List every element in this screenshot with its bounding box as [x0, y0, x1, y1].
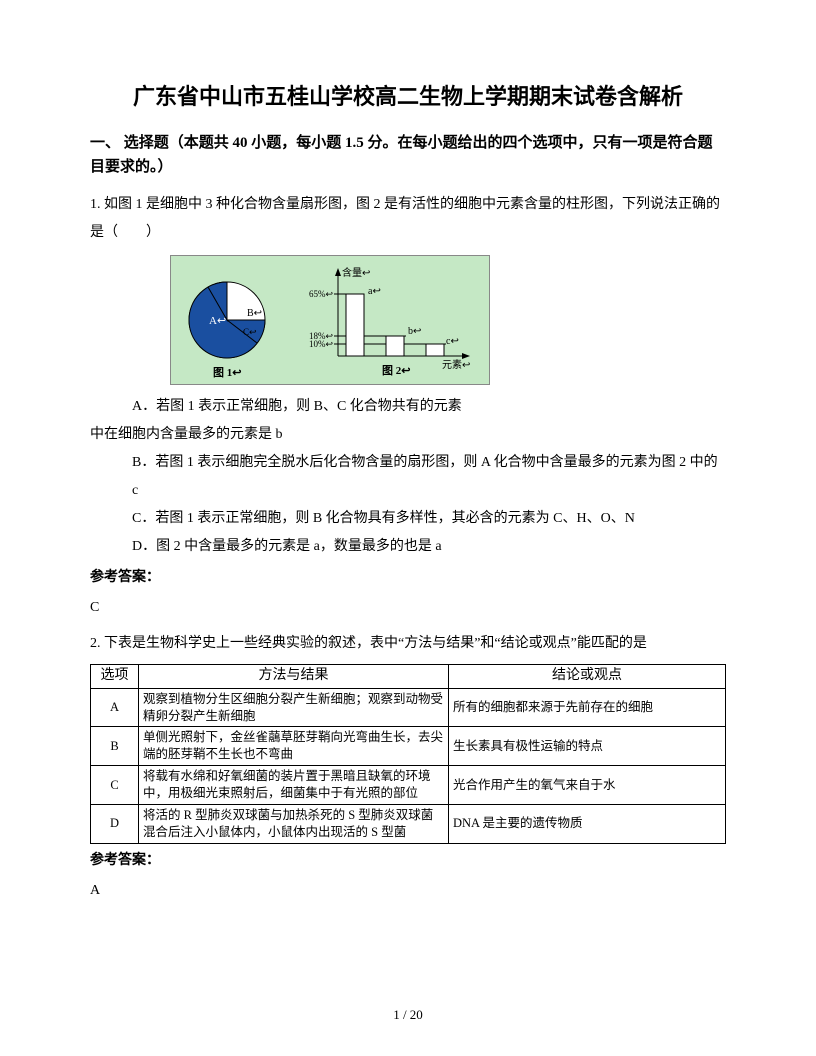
- cell-conclusion: 生长素具有极性运输的特点: [449, 727, 726, 766]
- pie-label-c: C↩: [243, 327, 257, 337]
- svg-text:a↩: a↩: [368, 286, 381, 297]
- cell-opt: C: [91, 766, 139, 805]
- q1-option-a-cont: 中在细胞内含量最多的元素是 b: [90, 421, 726, 449]
- q1-answer: C: [90, 597, 726, 619]
- cell-opt: B: [91, 727, 139, 766]
- pie-caption: 图 1↩: [213, 366, 241, 379]
- cell-method: 单侧光照射下，金丝雀虉草胚芽鞘向光弯曲生长，去尖端的胚芽鞘不生长也不弯曲: [139, 727, 449, 766]
- table-header-row: 选项 方法与结果 结论或观点: [91, 664, 726, 688]
- th-method: 方法与结果: [139, 664, 449, 688]
- table-row: A 观察到植物分生区细胞分裂产生新细胞；观察到动物受精卵分裂产生新细胞 所有的细…: [91, 688, 726, 727]
- q1-option-c: C．若图 1 表示正常细胞，则 B 化合物具有多样性，其必含的元素为 C、H、O…: [132, 505, 726, 533]
- bar-xlabel: 元素↩: [442, 358, 470, 371]
- pie-label-a: A↩: [209, 315, 226, 327]
- page-title: 广东省中山市五桂山学校高二生物上学期期末试卷含解析: [90, 80, 726, 113]
- q2-stem: 2. 下表是生物科学史上一些经典实验的叙述，表中“方法与结果”和“结论或观点”能…: [90, 630, 726, 658]
- cell-method: 观察到植物分生区细胞分裂产生新细胞；观察到动物受精卵分裂产生新细胞: [139, 688, 449, 727]
- q1-figure: A↩ B↩ C↩ 图 1↩ 含量↩ 元素↩ 65%↩ 18%↩ 10%↩ a↩ …: [170, 255, 490, 385]
- pie-label-b: B↩: [247, 308, 262, 319]
- bar-chart: 含量↩ 元素↩ 65%↩ 18%↩ 10%↩ a↩ b↩ c↩ 图 2↩: [306, 264, 486, 390]
- table-row: C 将载有水绵和好氧细菌的装片置于黑暗且缺氧的环境中，用极细光束照射后，细菌集中…: [91, 766, 726, 805]
- th-option: 选项: [91, 664, 139, 688]
- svg-text:65%↩: 65%↩: [309, 289, 333, 299]
- cell-conclusion: 光合作用产生的氧气来自于水: [449, 766, 726, 805]
- cell-method: 将载有水绵和好氧细菌的装片置于黑暗且缺氧的环境中，用极细光束照射后，细菌集中于有…: [139, 766, 449, 805]
- svg-text:c↩: c↩: [446, 336, 459, 347]
- cell-opt: A: [91, 688, 139, 727]
- svg-text:b↩: b↩: [408, 326, 421, 337]
- q1-option-a: A．若图 1 表示正常细胞，则 B、C 化合物共有的元素: [132, 393, 726, 421]
- bar-ylabel: 含量↩: [342, 266, 370, 279]
- q2-answer: A: [90, 880, 726, 902]
- q1-answer-label: 参考答案：: [90, 567, 726, 589]
- table-row: D 将活的 R 型肺炎双球菌与加热杀死的 S 型肺炎双球菌混合后注入小鼠体内，小…: [91, 804, 726, 843]
- cell-method: 将活的 R 型肺炎双球菌与加热杀死的 S 型肺炎双球菌混合后注入小鼠体内，小鼠体…: [139, 804, 449, 843]
- q2-answer-label: 参考答案：: [90, 850, 726, 872]
- cell-conclusion: 所有的细胞都来源于先前存在的细胞: [449, 688, 726, 727]
- q1-option-b: B．若图 1 表示细胞完全脱水后化合物含量的扇形图，则 A 化合物中含量最多的元…: [132, 449, 726, 505]
- bar-caption: 图 2↩: [382, 364, 410, 377]
- q1-option-d: D．图 2 中含量最多的元素是 a，数量最多的也是 a: [132, 533, 726, 561]
- table-row: B 单侧光照射下，金丝雀虉草胚芽鞘向光弯曲生长，去尖端的胚芽鞘不生长也不弯曲 生…: [91, 727, 726, 766]
- q2-table: 选项 方法与结果 结论或观点 A 观察到植物分生区细胞分裂产生新细胞；观察到动物…: [90, 664, 726, 844]
- th-conclusion: 结论或观点: [449, 664, 726, 688]
- pie-chart: A↩ B↩ C↩ 图 1↩: [185, 278, 285, 391]
- cell-conclusion: DNA 是主要的遗传物质: [449, 804, 726, 843]
- svg-text:10%↩: 10%↩: [309, 339, 333, 349]
- section-heading: 一、 选择题（本题共 40 小题，每小题 1.5 分。在每小题给出的四个选项中，…: [90, 131, 726, 179]
- page-number: 1 / 20: [0, 1005, 816, 1026]
- q1-stem: 1. 如图 1 是细胞中 3 种化合物含量扇形图，图 2 是有活性的细胞中元素含…: [90, 191, 726, 247]
- cell-opt: D: [91, 804, 139, 843]
